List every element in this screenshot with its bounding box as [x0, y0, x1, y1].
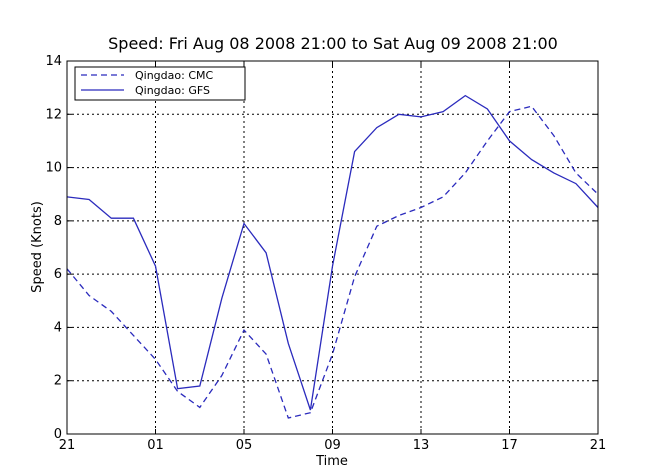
series-line-gfs [66, 94, 599, 411]
legend-label-cmc: Qingdao: CMC [135, 69, 213, 82]
x-axis-label: Time [315, 454, 348, 469]
x-tick-label: 09 [324, 438, 341, 453]
legend-label-gfs: Qingdao: GFS [135, 84, 210, 97]
x-tick-label: 05 [236, 438, 253, 453]
x-tick-label: 01 [147, 438, 164, 453]
legend: Qingdao: CMC Qingdao: GFS [74, 66, 246, 101]
y-axis-ticks: 0 2 4 6 8 10 12 14 [45, 54, 598, 442]
y-tick-label: 14 [45, 54, 62, 69]
grid-lines [67, 61, 598, 434]
data-series [66, 94, 599, 419]
y-tick-label: 2 [54, 374, 62, 389]
chart-title: Speed: Fri Aug 08 2008 21:00 to Sat Aug … [108, 34, 558, 53]
y-axis-label: Speed (Knots) [30, 201, 45, 293]
series-line-cmc [66, 105, 599, 419]
y-tick-label: 10 [45, 161, 62, 176]
y-tick-label: 8 [54, 214, 62, 229]
x-tick-label: 17 [501, 438, 518, 453]
y-tick-label: 0 [54, 427, 62, 442]
legend-box [74, 66, 246, 101]
x-tick-label: 21 [59, 438, 76, 453]
y-tick-label: 4 [54, 320, 62, 335]
x-axis-ticks: 21 01 05 09 13 17 21 [59, 61, 607, 453]
x-tick-label: 13 [413, 438, 430, 453]
y-tick-label: 6 [54, 267, 62, 282]
y-tick-label: 12 [45, 107, 62, 122]
x-tick-label: 21 [590, 438, 607, 453]
